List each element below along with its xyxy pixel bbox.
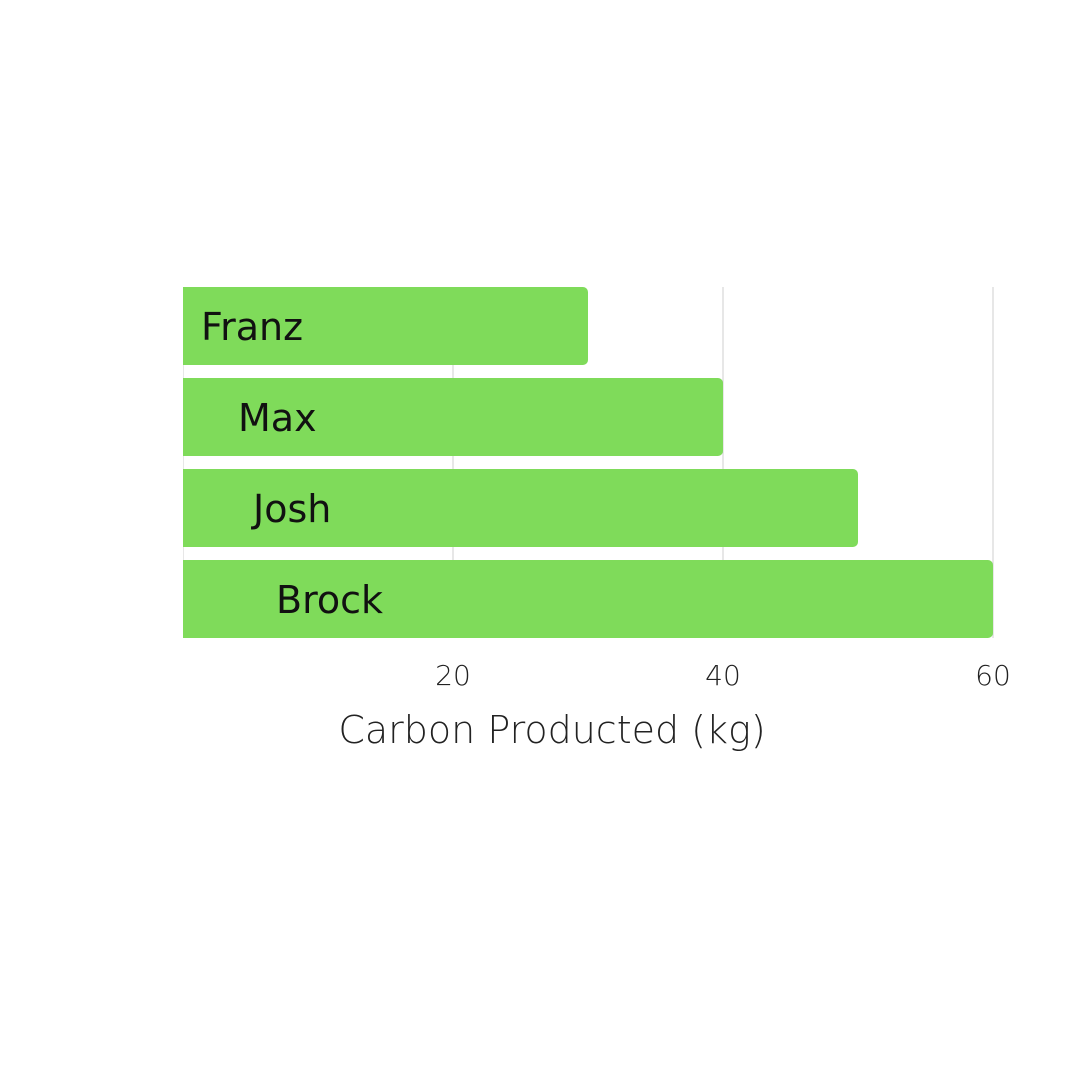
bar-labels: Franz Max Josh Brock	[201, 305, 383, 622]
x-tick-label: 20	[435, 659, 471, 692]
bar-brock	[177, 560, 993, 638]
bar-franz	[177, 287, 588, 365]
bar-max	[177, 378, 723, 456]
x-tick-label: 40	[705, 659, 741, 692]
bar-josh	[177, 469, 858, 547]
x-tick-label: 60	[975, 659, 1011, 692]
bar-label-brock: Brock	[276, 578, 383, 622]
bar-label-max: Max	[238, 396, 317, 440]
x-axis-title: Carbon Producted (kg)	[338, 708, 765, 752]
bar-label-josh: Josh	[251, 487, 331, 531]
bars	[0, 285, 993, 640]
bar-label-franz: Franz	[201, 305, 303, 349]
x-axis-ticks: 20 40 60	[435, 659, 1011, 692]
left-margin	[0, 285, 183, 640]
